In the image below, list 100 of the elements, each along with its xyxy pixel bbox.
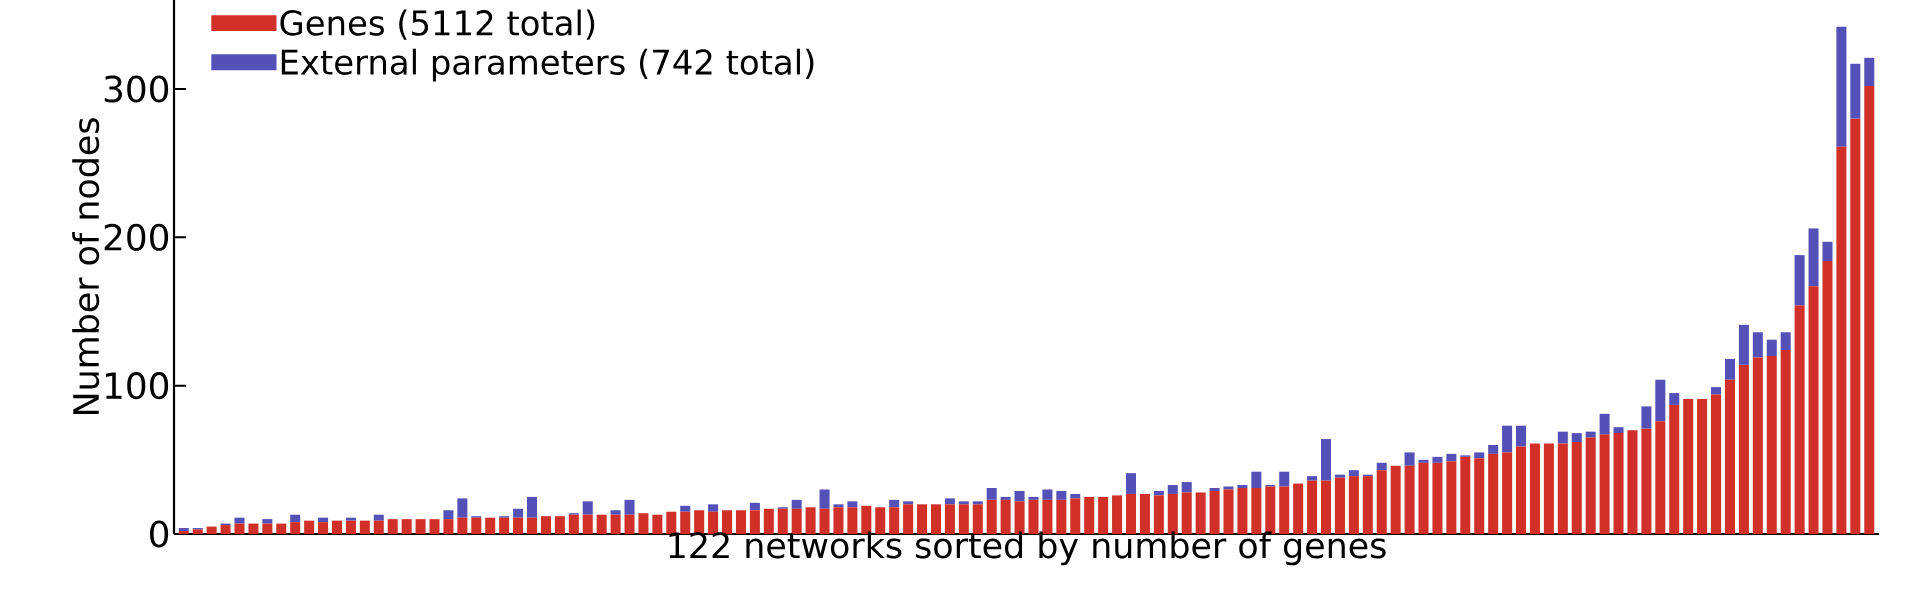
bar bbox=[791, 499, 802, 509]
bar bbox=[513, 517, 524, 534]
bar bbox=[889, 499, 900, 508]
bar bbox=[1474, 458, 1485, 534]
bar bbox=[1669, 404, 1680, 534]
bar bbox=[443, 519, 454, 534]
bar bbox=[401, 519, 412, 534]
bar bbox=[1418, 462, 1429, 534]
bar bbox=[1488, 444, 1499, 454]
bar bbox=[1641, 428, 1652, 534]
bar bbox=[471, 517, 482, 534]
bar bbox=[1307, 480, 1318, 534]
bar bbox=[610, 510, 621, 515]
bar bbox=[680, 511, 691, 534]
bar bbox=[1683, 399, 1694, 534]
bar bbox=[1529, 443, 1540, 534]
bar bbox=[457, 498, 468, 518]
bar bbox=[1836, 146, 1847, 534]
bar bbox=[1404, 465, 1415, 534]
bar bbox=[568, 514, 579, 534]
bar bbox=[331, 520, 343, 534]
y-tick-label: 100 bbox=[105, 372, 169, 400]
bar bbox=[527, 496, 538, 518]
bar bbox=[944, 498, 955, 505]
bar bbox=[1599, 413, 1610, 435]
bar bbox=[1488, 453, 1499, 534]
bar bbox=[220, 525, 231, 534]
bar bbox=[1042, 489, 1053, 500]
bar bbox=[1697, 399, 1708, 534]
bar bbox=[1752, 357, 1763, 534]
bar bbox=[708, 511, 719, 534]
bar bbox=[1279, 486, 1290, 534]
bar bbox=[1711, 387, 1722, 395]
bar bbox=[666, 511, 677, 534]
bar bbox=[1390, 465, 1401, 534]
bar bbox=[1724, 358, 1735, 380]
bar bbox=[1669, 393, 1680, 405]
bar bbox=[1864, 57, 1875, 87]
bar bbox=[527, 517, 538, 534]
bar bbox=[1320, 480, 1332, 534]
bar bbox=[847, 501, 858, 508]
legend-label: External parameters (742 total) bbox=[281, 48, 814, 82]
bar bbox=[1557, 431, 1568, 444]
bar bbox=[722, 510, 733, 534]
bar bbox=[582, 501, 593, 515]
bar bbox=[1766, 355, 1777, 534]
bar bbox=[1376, 470, 1387, 534]
bar bbox=[986, 488, 997, 500]
bar bbox=[1557, 443, 1568, 534]
bar bbox=[1516, 425, 1527, 447]
bar bbox=[1794, 255, 1805, 306]
bar bbox=[499, 517, 510, 534]
bar bbox=[276, 523, 287, 534]
bar bbox=[1209, 488, 1220, 491]
bar bbox=[610, 514, 621, 534]
bar bbox=[958, 501, 969, 505]
bar bbox=[1418, 459, 1429, 463]
bar bbox=[345, 520, 356, 534]
bar bbox=[1613, 433, 1624, 534]
bar bbox=[1641, 406, 1652, 429]
bar bbox=[652, 514, 663, 534]
bar bbox=[680, 505, 691, 512]
bar bbox=[1307, 476, 1318, 481]
bar bbox=[638, 513, 649, 534]
bar bbox=[1028, 499, 1039, 534]
bar bbox=[1474, 452, 1485, 459]
bar bbox=[1320, 439, 1332, 481]
bar bbox=[304, 520, 315, 534]
bar bbox=[1432, 462, 1443, 534]
bar bbox=[1028, 496, 1039, 500]
bar bbox=[540, 516, 551, 534]
bar bbox=[1348, 470, 1359, 477]
bar bbox=[1376, 462, 1387, 471]
bar bbox=[415, 519, 426, 534]
bar bbox=[1822, 241, 1833, 262]
bar bbox=[1780, 332, 1791, 351]
y-axis-title: Number of nodes bbox=[72, 118, 100, 415]
bar bbox=[1056, 490, 1067, 500]
bar bbox=[485, 517, 496, 534]
bar bbox=[1432, 456, 1443, 463]
bar bbox=[1627, 430, 1638, 534]
bar bbox=[318, 522, 329, 534]
bar bbox=[262, 519, 273, 524]
bar bbox=[903, 504, 914, 534]
bar bbox=[1850, 118, 1861, 534]
bar bbox=[1181, 482, 1192, 493]
bar bbox=[833, 504, 844, 508]
bar bbox=[1752, 332, 1763, 358]
bar bbox=[234, 523, 245, 534]
bar bbox=[1404, 452, 1415, 466]
bar bbox=[1237, 485, 1248, 488]
bar bbox=[694, 510, 705, 534]
bar bbox=[429, 519, 440, 534]
y-tick-label: 200 bbox=[104, 223, 169, 251]
bar bbox=[457, 517, 468, 534]
bar bbox=[1711, 394, 1722, 534]
bar bbox=[1794, 305, 1805, 534]
bar bbox=[972, 501, 983, 505]
bar bbox=[1279, 471, 1290, 487]
bar bbox=[290, 514, 301, 523]
